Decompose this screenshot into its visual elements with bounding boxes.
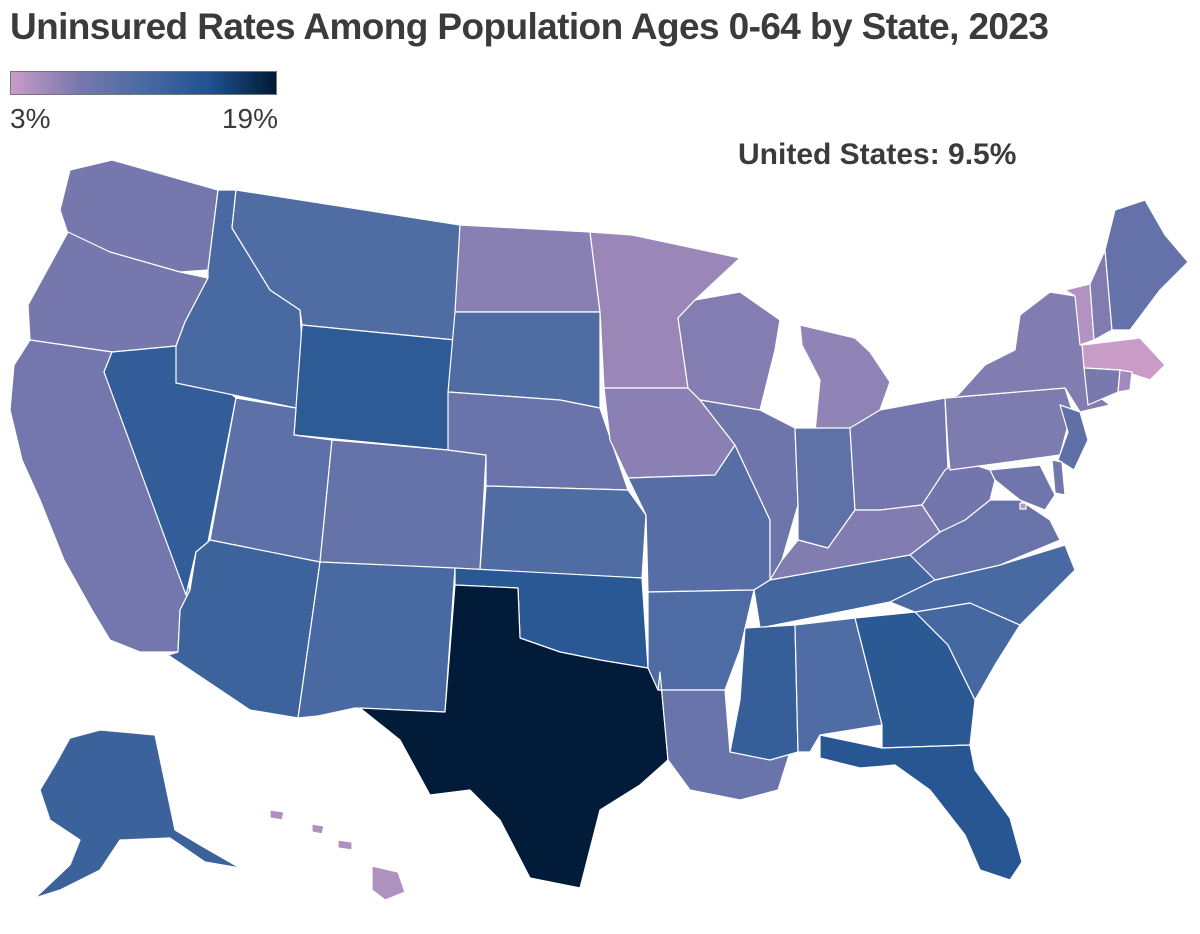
state-wy[interactable] xyxy=(293,324,456,451)
state-hi[interactable] xyxy=(269,809,406,901)
state-de[interactable] xyxy=(1051,459,1066,496)
state-ks[interactable] xyxy=(479,485,647,579)
color-legend: 3% 19% xyxy=(10,71,278,134)
state-dc[interactable] xyxy=(1019,502,1027,510)
state-pa[interactable] xyxy=(944,387,1073,471)
state-nm[interactable] xyxy=(297,561,456,719)
legend-min-label: 3% xyxy=(10,103,51,134)
legend-max-label: 19% xyxy=(221,103,278,134)
state-co[interactable] xyxy=(319,439,487,571)
state-nj[interactable] xyxy=(1057,404,1089,471)
chart-title: Uninsured Rates Among Population Ages 0-… xyxy=(10,6,1049,47)
state-vt[interactable] xyxy=(1064,283,1095,346)
state-tx[interactable] xyxy=(359,584,669,889)
state-me[interactable] xyxy=(1104,199,1189,331)
state-la[interactable] xyxy=(657,671,791,801)
national-summary: United States: 9.5% xyxy=(738,138,1017,171)
state-md[interactable] xyxy=(989,464,1056,511)
state-ri[interactable] xyxy=(1117,369,1133,393)
state-nd[interactable] xyxy=(454,224,601,313)
state-ct[interactable] xyxy=(1083,367,1121,406)
state-wi[interactable] xyxy=(677,291,781,411)
legend-gradient-bar xyxy=(10,71,277,95)
state-ar[interactable] xyxy=(647,589,755,691)
state-fl[interactable] xyxy=(819,734,1023,881)
state-ak[interactable] xyxy=(34,729,241,899)
